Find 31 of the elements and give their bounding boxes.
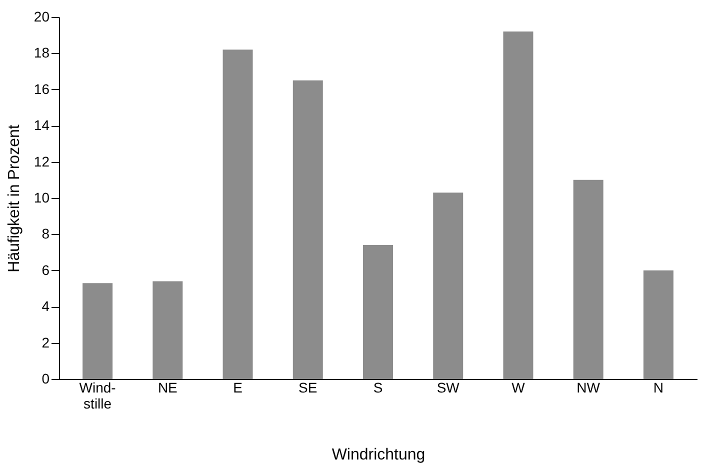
y-tick-label: 20 — [34, 8, 50, 24]
bar — [222, 50, 253, 379]
y-tick-label: 10 — [34, 190, 50, 206]
x-tick-label: NE — [158, 380, 178, 396]
x-tick-label: NW — [576, 380, 601, 396]
y-tick-label: 18 — [34, 44, 50, 61]
y-tick-label: 6 — [42, 262, 50, 278]
bar — [152, 281, 183, 379]
x-tick-label: E — [233, 380, 242, 396]
bar — [503, 31, 534, 379]
bar — [363, 245, 393, 379]
x-tick-label: N — [653, 380, 664, 396]
y-tick-label: 4 — [42, 298, 50, 314]
y-tick-label: 0 — [42, 370, 50, 386]
x-tick-label: W — [512, 380, 526, 396]
y-tick-label: 12 — [34, 153, 50, 170]
y-tick-label: 2 — [42, 334, 50, 350]
bar — [292, 80, 323, 379]
bar — [82, 283, 113, 379]
bar — [573, 180, 604, 379]
y-axis-title: Häufigkeit in Prozent — [6, 124, 23, 272]
y-tick-label: 14 — [34, 117, 50, 134]
x-tick-label: SW — [436, 380, 460, 396]
y-tick-label: 8 — [42, 226, 50, 242]
x-tick-label: S — [373, 380, 383, 396]
x-tick-label: Wind- stille — [79, 380, 116, 412]
x-tick-label: SE — [298, 380, 318, 396]
bar — [433, 192, 464, 379]
bar — [643, 270, 674, 379]
y-tick-label: 16 — [34, 80, 50, 97]
x-axis-title: Windrichtung — [332, 446, 426, 464]
